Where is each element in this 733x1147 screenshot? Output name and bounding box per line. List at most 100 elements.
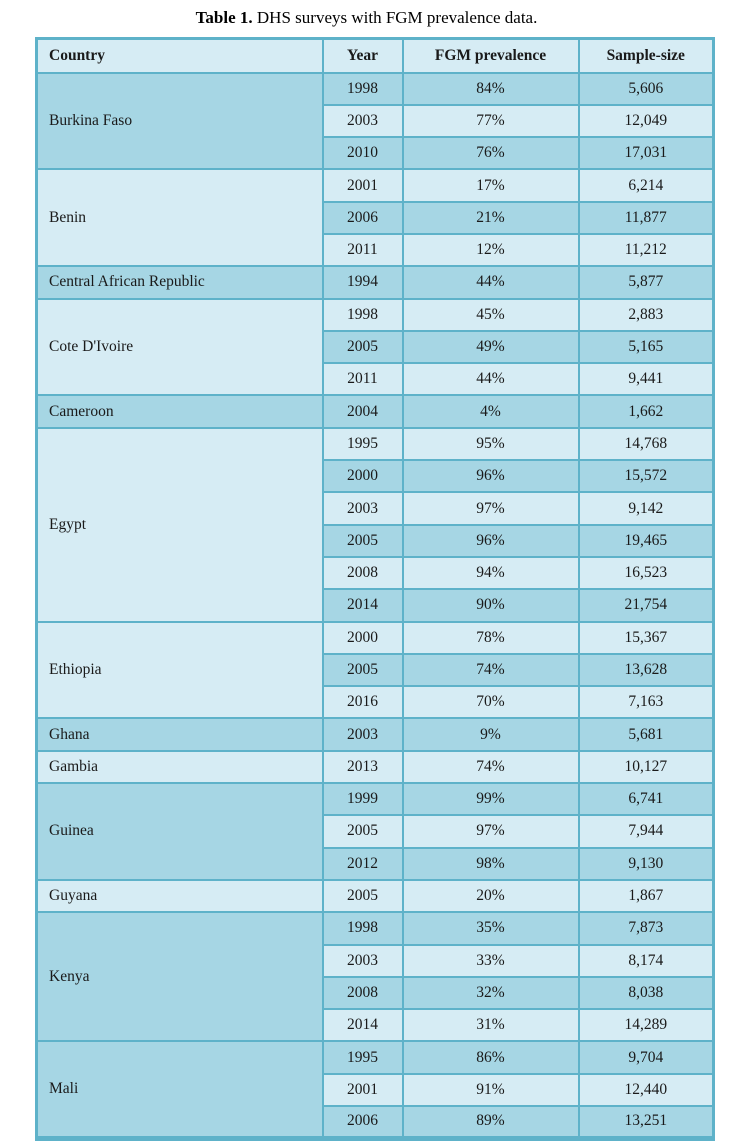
country-cell: Burkina Faso <box>35 71 324 171</box>
year-cell: 2014 <box>321 1008 404 1043</box>
country-cell: Cote D'Ivoire <box>35 297 324 397</box>
year-cell: 2011 <box>321 362 404 397</box>
dhs-table-body: Burkina Faso 1998 84% 5,606 2003 77% 12,049 201… <box>35 71 715 1140</box>
sample-size-cell: 7,873 <box>577 911 715 946</box>
sample-size-cell: 8,174 <box>577 943 715 978</box>
year-cell: 2003 <box>321 491 404 526</box>
prevalence-cell: 91% <box>401 1072 580 1108</box>
country-cell: Ghana <box>35 717 324 752</box>
sample-size-cell: 6,741 <box>577 782 715 817</box>
country-cell: Central African Republic <box>35 265 324 300</box>
table-row: 2005 74% 13,628 <box>37 652 715 688</box>
sample-size-cell: 15,367 <box>577 620 715 655</box>
table-row: Guinea 1999 99% 6,741 <box>35 782 715 881</box>
country-cell: Guinea <box>35 782 324 881</box>
year-cell: 1998 <box>321 911 404 946</box>
sample-size-cell: 7,944 <box>577 814 715 849</box>
year-cell: 1995 <box>321 426 404 462</box>
year-cell: 2008 <box>321 975 404 1011</box>
table-row: 2008 94% 16,523 <box>37 555 715 591</box>
sample-size-cell: 14,289 <box>577 1008 715 1043</box>
year-cell: 2003 <box>321 103 404 139</box>
table-row: Gambia 2013 74% 10,127 <box>35 749 715 785</box>
table-row: Ethiopia 2000 78% 15,367 <box>35 620 715 720</box>
prevalence-cell: 20% <box>401 878 580 914</box>
prevalence-cell: 31% <box>401 1008 580 1043</box>
prevalence-cell: 94% <box>401 555 580 591</box>
sample-size-cell: 13,628 <box>577 652 715 688</box>
year-cell: 2010 <box>321 136 404 171</box>
table-row: Mali 1995 86% 9,704 <box>35 1040 715 1140</box>
table-row: 2001 91% 12,440 <box>37 1072 715 1108</box>
table-caption-label: Table 1. <box>195 8 253 27</box>
table-row: Central African Republic 1994 44% 5,877 <box>35 265 715 300</box>
sample-size-cell: 19,465 <box>577 523 715 558</box>
prevalence-cell: 35% <box>401 911 580 946</box>
prevalence-cell: 98% <box>401 846 580 881</box>
prevalence-cell: 99% <box>401 782 580 817</box>
header-row: Country Year FGM prevalence Sample-size <box>35 37 715 74</box>
sample-size-cell: 5,165 <box>577 329 715 365</box>
sample-size-cell: 13,251 <box>577 1104 715 1140</box>
table-row: Cote D'Ivoire 1998 45% 2,883 <box>35 297 715 397</box>
sample-size-cell: 1,662 <box>577 394 715 429</box>
table-row: 2010 76% 17,031 <box>37 136 715 171</box>
table-row: Egypt 1995 95% 14,768 <box>35 426 715 623</box>
table-row: 2006 21% 11,877 <box>37 200 715 235</box>
sample-size-cell: 2,883 <box>577 297 715 332</box>
prevalence-cell: 86% <box>401 1040 580 1075</box>
header-year: Year <box>321 37 404 74</box>
country-cell: Cameroon <box>35 394 324 429</box>
sample-size-cell: 5,877 <box>577 265 715 300</box>
year-cell: 1994 <box>321 265 404 300</box>
prevalence-cell: 44% <box>401 362 580 397</box>
country-cell: Egypt <box>35 426 324 623</box>
table-row: 2003 33% 8,174 <box>37 943 715 978</box>
country-cell: Ethiopia <box>35 620 324 720</box>
prevalence-cell: 44% <box>401 265 580 300</box>
sample-size-cell: 16,523 <box>577 555 715 591</box>
header-sample-size: Sample-size <box>577 37 715 74</box>
sample-size-cell: 7,163 <box>577 685 715 720</box>
year-cell: 1998 <box>321 71 404 106</box>
table-row: 2003 97% 9,142 <box>37 491 715 526</box>
prevalence-cell: 77% <box>401 103 580 139</box>
country-cell: Guyana <box>35 878 324 914</box>
table-row: 2014 90% 21,754 <box>37 588 715 623</box>
year-cell: 2003 <box>321 717 404 752</box>
year-cell: 2005 <box>321 652 404 688</box>
year-cell: 2011 <box>321 232 404 268</box>
prevalence-cell: 45% <box>401 297 580 332</box>
prevalence-cell: 33% <box>401 943 580 978</box>
table-caption-text: DHS surveys with FGM prevalence data. <box>252 8 538 27</box>
year-cell: 2014 <box>321 588 404 623</box>
table-row: Kenya 1998 35% 7,873 <box>35 911 715 1043</box>
year-cell: 2012 <box>321 846 404 881</box>
prevalence-cell: 97% <box>401 491 580 526</box>
table-row: 2005 96% 19,465 <box>37 523 715 558</box>
year-cell: 2016 <box>321 685 404 720</box>
year-cell: 1998 <box>321 297 404 332</box>
table-caption: Table 1. DHS surveys with FGM prevalence… <box>0 0 733 28</box>
prevalence-cell: 96% <box>401 459 580 494</box>
sample-size-cell: 9,142 <box>577 491 715 526</box>
prevalence-cell: 90% <box>401 588 580 623</box>
header-country: Country <box>35 37 324 74</box>
sample-size-cell: 5,606 <box>577 71 715 106</box>
table-row: 2005 49% 5,165 <box>37 329 715 365</box>
year-cell: 2013 <box>321 749 404 785</box>
sample-size-cell: 15,572 <box>577 459 715 494</box>
prevalence-cell: 89% <box>401 1104 580 1140</box>
sample-size-cell: 10,127 <box>577 749 715 785</box>
prevalence-cell: 9% <box>401 717 580 752</box>
year-cell: 2008 <box>321 555 404 591</box>
sample-size-cell: 9,130 <box>577 846 715 881</box>
sample-size-cell: 12,049 <box>577 103 715 139</box>
sample-size-cell: 1,867 <box>577 878 715 914</box>
year-cell: 2006 <box>321 1104 404 1140</box>
table-row: 2005 97% 7,944 <box>37 814 715 849</box>
year-cell: 2006 <box>321 200 404 235</box>
country-cell: Kenya <box>35 911 324 1043</box>
year-cell: 2004 <box>321 394 404 429</box>
